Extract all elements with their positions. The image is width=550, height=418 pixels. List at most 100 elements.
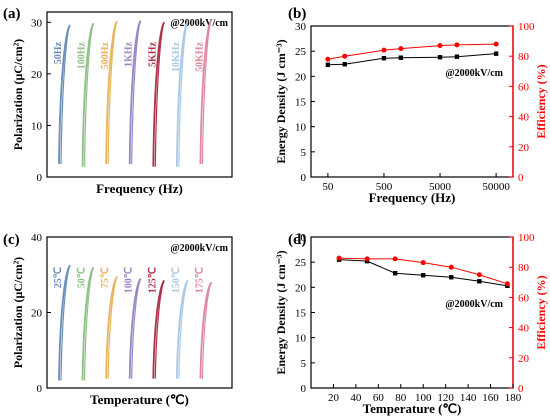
loop-curve-c-2 <box>105 276 118 379</box>
series-label-c-4: 125℃ <box>147 267 158 293</box>
y2-tick-label-b-5: 100 <box>518 21 535 33</box>
y-tick-label-b-6: 30 <box>295 21 307 33</box>
data-point-b-0-2 <box>381 56 387 61</box>
x-tick-label-d-6: 140 <box>460 392 477 404</box>
loop-curve-inner-c-4 <box>154 280 165 379</box>
series-label-c-3: 100℃ <box>124 267 135 293</box>
series-label-a-5: 10KHz <box>171 41 182 72</box>
annotation-b: @2000kV/cm <box>445 68 503 79</box>
x-tick-label-d-2: 60 <box>373 392 385 404</box>
data-point-b-1-5 <box>454 42 460 48</box>
plot-frame-a <box>46 11 233 178</box>
y-tick-label-b-3: 15 <box>295 97 307 109</box>
plot-frame-b <box>310 25 514 178</box>
loop-curve-inner-a-6 <box>201 19 212 165</box>
x-tick-label-d-7: 160 <box>482 392 499 404</box>
data-point-b-0-3 <box>398 55 404 60</box>
series-label-c-2: 75℃ <box>100 267 111 288</box>
panel-label-a: (a) <box>3 6 21 22</box>
y2-tick-label-d-4: 80 <box>518 262 530 274</box>
loop-curve-inner-a-5 <box>178 21 189 167</box>
data-point-d-1-2 <box>392 256 398 262</box>
y-tick-label-d-0: 0 <box>301 383 307 395</box>
data-point-d-1-6 <box>504 281 510 287</box>
x-tick-label-d-0: 20 <box>328 392 340 404</box>
series-label-c-5: 150℃ <box>171 267 182 293</box>
x-tick-label-d-8: 180 <box>505 392 522 404</box>
y-tick-label-b-2: 10 <box>295 122 307 134</box>
panel-label-b: (b) <box>288 6 306 22</box>
data-point-b-0-6 <box>493 51 499 56</box>
x-axis-label-c: Temperature (℃) <box>90 392 189 407</box>
y-tick-label-c-0: 0 <box>37 383 43 395</box>
y-tick-label-b-4: 20 <box>295 71 307 83</box>
data-point-d-1-3 <box>420 260 426 266</box>
y2-tick-label-d-1: 20 <box>518 353 530 365</box>
y-tick-label-a-1: 10 <box>31 120 43 132</box>
y-tick-label-d-1: 5 <box>301 358 307 370</box>
loop-curve-inner-a-3 <box>131 20 142 165</box>
data-point-d-0-5 <box>477 279 482 284</box>
y-tick-label-c-2: 40 <box>31 232 43 244</box>
data-point-b-1-6 <box>493 41 499 47</box>
y-axis-label-d: Energy Density (J cm⁻³) <box>274 250 288 374</box>
loop-curve-inner-a-4 <box>154 22 165 167</box>
y2-tick-label-b-3: 60 <box>518 81 530 93</box>
loop-curve-inner-a-1 <box>83 23 95 167</box>
series-label-a-2: 500Hz <box>100 41 111 69</box>
loop-curve-c-6 <box>199 281 213 379</box>
y-axis-label-a: Polarization (μC/cm²) <box>11 39 25 150</box>
data-point-b-1-4 <box>437 43 443 49</box>
data-point-b-1-2 <box>381 47 387 53</box>
series-label-c-0: 25℃ <box>53 267 64 288</box>
data-point-b-1-1 <box>342 53 348 59</box>
panel-label-c: (c) <box>3 232 20 248</box>
y-tick-label-a-2: 20 <box>31 69 43 81</box>
data-point-d-0-3 <box>421 273 426 278</box>
y-tick-label-c-1: 20 <box>31 308 43 320</box>
y-tick-label-d-4: 20 <box>295 282 307 294</box>
data-point-b-1-3 <box>398 46 404 52</box>
series-line-b-1 <box>327 43 497 60</box>
data-point-d-1-0 <box>336 255 342 261</box>
x-tick-label-d-4: 100 <box>415 392 432 404</box>
x-tick-label-d-1: 40 <box>350 392 362 404</box>
loop-curve-inner-c-3 <box>131 278 142 379</box>
y-tick-label-a-3: 30 <box>31 17 43 29</box>
y-tick-label-a-0: 0 <box>37 172 43 184</box>
series-label-a-4: 5KHz <box>147 41 158 67</box>
data-point-b-0-0 <box>325 62 331 67</box>
y2-tick-label-b-4: 80 <box>518 51 530 63</box>
loop-curve-inner-c-2 <box>107 276 118 379</box>
y-axis-label-b: Energy Density (J cm⁻³) <box>274 39 288 163</box>
y2-tick-label-b-2: 40 <box>518 112 530 124</box>
y2-tick-label-b-0: 0 <box>518 172 524 184</box>
annotation-c: @2000kV/cm <box>170 243 228 254</box>
data-point-d-1-1 <box>364 256 370 262</box>
loop-curve-inner-c-1 <box>83 266 95 381</box>
data-point-d-1-4 <box>448 264 454 270</box>
y2-tick-label-d-5: 100 <box>518 232 535 244</box>
data-point-b-0-5 <box>454 54 460 59</box>
series-label-c-1: 50℃ <box>77 267 88 288</box>
y-tick-label-b-0: 0 <box>301 172 307 184</box>
data-point-d-1-5 <box>476 272 482 278</box>
data-point-b-0-4 <box>437 55 443 60</box>
y-tick-label-d-5: 25 <box>295 257 307 269</box>
loop-curve-inner-a-0 <box>60 24 71 165</box>
y-axis-label-c: Polarization (μC/cm²) <box>11 257 25 368</box>
x-tick-label-b-0: 50 <box>322 181 334 193</box>
series-label-a-0: 50Hz <box>53 41 64 64</box>
x-tick-label-b-1: 500 <box>376 181 393 193</box>
y-tick-label-d-2: 10 <box>295 333 307 345</box>
loop-curve-inner-c-5 <box>178 280 189 379</box>
y-tick-label-d-3: 15 <box>295 308 307 320</box>
y-tick-label-d-6: 30 <box>295 232 307 244</box>
series-label-a-1: 100Hz <box>77 41 88 69</box>
loop-curve-a-6 <box>199 19 213 165</box>
loop-curve-inner-c-6 <box>201 282 212 379</box>
data-point-d-0-4 <box>449 275 454 280</box>
x-axis-label-b: Frequency (Hz) <box>369 190 456 205</box>
loop-curve-c-4 <box>152 279 166 379</box>
